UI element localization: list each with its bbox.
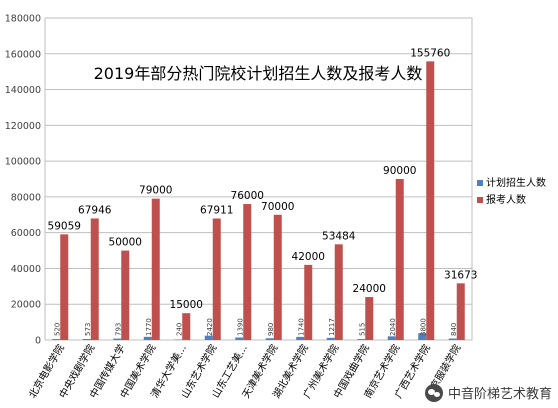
bar-applicants [182, 313, 191, 340]
data-label-planned: 2040 [389, 318, 397, 336]
bar-applicants [273, 214, 282, 340]
data-label-applicants: 90000 [383, 165, 416, 177]
data-label-planned: 793 [114, 323, 122, 336]
bar-planned [52, 339, 61, 340]
data-label-applicants: 50000 [109, 237, 142, 249]
bar-planned [326, 337, 335, 340]
legend-swatch [477, 180, 483, 186]
bar-planned [357, 339, 366, 340]
data-label-planned: 515 [358, 323, 366, 336]
wechat-icon [424, 383, 443, 402]
data-label-applicants: 53484 [322, 230, 356, 242]
data-label-planned: 1390 [236, 318, 244, 336]
data-label-applicants: 59059 [48, 220, 81, 232]
data-label-planned: 1740 [297, 318, 305, 336]
bar-applicants [395, 179, 404, 340]
data-label-planned: 980 [267, 323, 275, 336]
data-label-applicants: 31673 [444, 269, 477, 281]
y-tick-label: 40000 [11, 264, 41, 275]
y-tick-label: 60000 [11, 228, 41, 239]
bar-planned [265, 338, 274, 340]
y-tick-label: 100000 [5, 157, 41, 168]
bar-planned [387, 336, 396, 340]
bar-applicants [212, 218, 221, 340]
y-tick-label: 120000 [5, 121, 41, 132]
data-label-applicants: 24000 [353, 283, 386, 295]
y-tick-label: 0 [35, 336, 41, 347]
data-label-applicants: 76000 [231, 190, 264, 202]
data-label-applicants: 79000 [139, 185, 172, 197]
bar-applicants [426, 61, 435, 340]
bar-applicants [60, 234, 69, 340]
bar-planned [204, 335, 213, 340]
watermark: 中音阶梯艺术教育 [424, 383, 552, 402]
data-label-applicants: 155760 [410, 47, 450, 59]
data-label-applicants: 67946 [78, 204, 112, 216]
bar-planned [418, 333, 427, 340]
data-label-planned: 520 [53, 323, 61, 336]
bar-applicants [334, 244, 343, 340]
bar-planned [82, 338, 91, 340]
legend-label: 计划招生人数 [486, 176, 546, 189]
bar-planned [113, 338, 122, 340]
data-label-applicants: 15000 [170, 299, 203, 311]
data-label-planned: 3800 [419, 318, 427, 336]
bar-applicants [243, 204, 252, 340]
legend-label: 报考人数 [486, 193, 526, 206]
bar-planned [296, 336, 305, 340]
data-label-applicants: 42000 [292, 251, 325, 263]
legend-swatch [477, 197, 483, 203]
bar-applicants [151, 198, 160, 340]
watermark-text: 中音阶梯艺术教育 [447, 387, 552, 402]
bar-planned [235, 337, 244, 340]
data-label-planned: 240 [175, 323, 183, 336]
y-tick-label: 80000 [11, 192, 41, 203]
bar-planned [448, 338, 457, 340]
bar-planned [143, 336, 152, 340]
y-tick-label: 140000 [5, 85, 41, 96]
data-label-planned: 1770 [145, 318, 153, 336]
y-tick-label: 160000 [5, 49, 41, 60]
bar-applicants [304, 264, 313, 340]
data-label-applicants: 70000 [261, 201, 294, 213]
y-tick-label: 20000 [11, 300, 41, 311]
bar-applicants [121, 250, 130, 340]
data-label-planned: 573 [84, 323, 92, 336]
data-label-planned: 2420 [206, 318, 214, 336]
data-label-planned: 840 [450, 323, 458, 336]
data-label-planned: 1217 [328, 318, 336, 336]
bar-applicants [456, 283, 465, 340]
bar-applicants [90, 218, 99, 340]
chart-title: 2019年部分热门院校计划招生人数及报考人数 [94, 64, 423, 83]
data-label-applicants: 67911 [200, 205, 233, 217]
y-tick-label: 180000 [5, 14, 41, 25]
bar-applicants [365, 297, 374, 340]
